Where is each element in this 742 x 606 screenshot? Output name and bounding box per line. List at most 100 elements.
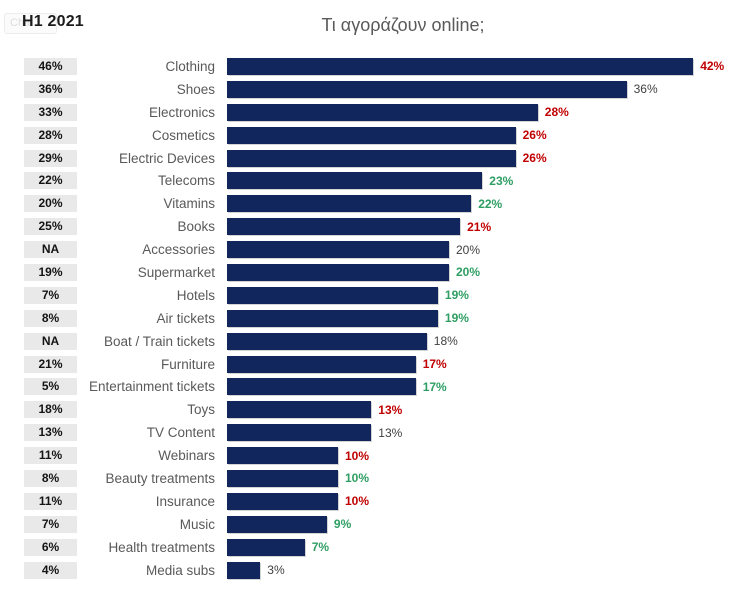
value-label: 22%: [478, 196, 503, 211]
value-label: 20%: [456, 265, 481, 280]
bar: [227, 515, 327, 533]
previous-period-value: NA: [24, 332, 77, 350]
chart-row: 4% Media subs 3%: [0, 559, 742, 582]
bar: [227, 263, 449, 281]
category-label: TV Content: [146, 425, 215, 441]
bar: [227, 241, 449, 259]
value-label: 19%: [444, 288, 469, 303]
chart-row: 13% TV Content 13%: [0, 421, 742, 444]
category-label: Telecoms: [157, 173, 215, 189]
bar: [227, 126, 516, 144]
bar: [227, 401, 372, 419]
chart-title: Τι αγοράζουν online;: [321, 15, 485, 35]
value-label: 10%: [345, 448, 370, 463]
chart-row: 11% Webinars 10%: [0, 444, 742, 467]
category-label: Toys: [187, 402, 215, 418]
previous-period-value: NA: [24, 241, 77, 259]
previous-period-value: 19%: [24, 263, 77, 281]
chart-row: NA Boat / Train tickets 18%: [0, 330, 742, 353]
previous-period-value: 8%: [24, 309, 77, 327]
chart-row: 6% Health treatments 7%: [0, 536, 742, 559]
bar: [227, 195, 472, 213]
period-label: H1 2021: [22, 13, 84, 30]
category-label: Supermarket: [137, 264, 215, 280]
bar: [227, 218, 461, 236]
previous-period-value: 7%: [24, 515, 77, 533]
chart-row: 8% Beauty treatments 10%: [0, 467, 742, 490]
bar: [227, 286, 438, 304]
value-label: 9%: [333, 517, 352, 532]
chart-row: 19% Supermarket 20%: [0, 261, 742, 284]
value-label: 26%: [522, 151, 547, 165]
category-label: Insurance: [155, 493, 215, 509]
previous-period-value: 11%: [24, 447, 77, 465]
category-label: Books: [177, 219, 215, 235]
value-label: 21%: [467, 219, 492, 234]
previous-period-value: 4%: [24, 561, 77, 579]
value-label: 3%: [267, 563, 285, 578]
value-label: 17%: [422, 379, 447, 394]
value-label: 10%: [345, 471, 370, 486]
category-label: Cosmetics: [151, 127, 215, 143]
value-label: 42%: [700, 59, 725, 74]
bar: [227, 332, 427, 350]
category-label: Shoes: [176, 81, 215, 97]
previous-period-value: 33%: [24, 103, 77, 121]
previous-period-value: 22%: [24, 172, 77, 190]
category-label: Furniture: [160, 356, 215, 372]
bar: [227, 538, 305, 556]
category-label: Electronics: [148, 104, 215, 120]
chart-row: 5% Entertainment tickets 17%: [0, 375, 742, 398]
chart-row: 46% Clothing 42%: [0, 55, 742, 78]
chart-row: 7% Music 9%: [0, 513, 742, 536]
previous-period-value: 11%: [24, 492, 77, 510]
chart-row: 33% Electronics 28%: [0, 101, 742, 124]
value-label: 17%: [422, 357, 447, 372]
previous-period-value: 6%: [24, 538, 77, 556]
category-label: Beauty treatments: [105, 470, 215, 486]
bar: [227, 172, 483, 190]
bar: [227, 447, 338, 465]
category-label: Health treatments: [108, 539, 215, 555]
category-label: Clothing: [165, 58, 215, 74]
chart-row: 7% Hotels 19%: [0, 284, 742, 307]
value-label: 13%: [378, 402, 403, 417]
category-label: Air tickets: [156, 310, 215, 326]
chart-row: 8% Air tickets 19%: [0, 307, 742, 330]
bar: [227, 492, 338, 510]
previous-period-value: 20%: [24, 195, 77, 213]
value-label: 36%: [633, 82, 658, 97]
previous-period-value: 29%: [24, 149, 77, 167]
chart-row: NA Accessories 20%: [0, 238, 742, 261]
chart-row: 25% Books 21%: [0, 215, 742, 238]
value-label: 26%: [522, 128, 547, 143]
category-label: Hotels: [176, 287, 215, 303]
category-label: Electric Devices: [118, 150, 215, 166]
previous-period-value: 21%: [24, 355, 77, 373]
previous-period-value: 28%: [24, 126, 77, 144]
value-label: 19%: [444, 311, 469, 326]
previous-period-value: 8%: [24, 469, 77, 487]
category-label: Media subs: [145, 562, 215, 578]
bar: [227, 469, 338, 487]
bar: [227, 57, 694, 75]
previous-period-value: 18%: [24, 401, 77, 419]
previous-period-value: 13%: [24, 424, 77, 442]
value-label: 10%: [345, 494, 370, 509]
previous-period-value: 25%: [24, 218, 77, 236]
bar: [227, 80, 627, 98]
bar: [227, 103, 538, 121]
previous-period-value: 46%: [24, 57, 77, 75]
bar: [227, 149, 516, 167]
value-label: 23%: [489, 173, 514, 188]
category-label: Webinars: [158, 448, 215, 464]
category-label: Music: [179, 516, 215, 532]
previous-period-value: 7%: [24, 286, 77, 304]
category-label: Boat / Train tickets: [103, 333, 215, 349]
category-label: Accessories: [142, 242, 215, 258]
value-label: 20%: [456, 242, 481, 257]
chart-row: 28% Cosmetics 26%: [0, 124, 742, 147]
value-label: 7%: [311, 540, 330, 555]
chart-row: 22% Telecoms 23%: [0, 169, 742, 192]
